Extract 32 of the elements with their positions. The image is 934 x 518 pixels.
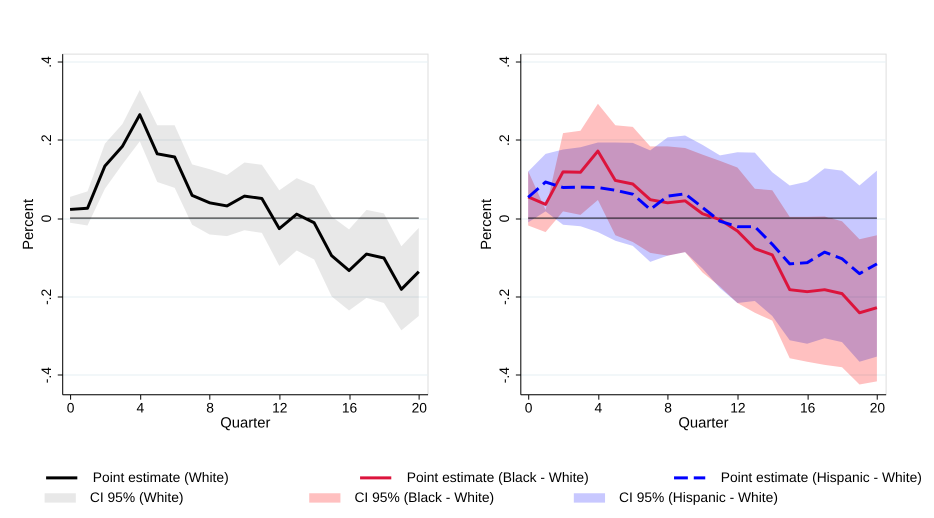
- legend-label: CI 95% (White): [90, 488, 184, 505]
- legend-label: Point estimate (Hispanic - White): [720, 468, 922, 485]
- y-tick-label: .4: [496, 56, 512, 68]
- y-tick-label: -.2: [496, 288, 512, 305]
- x-tick-label: 12: [272, 400, 288, 416]
- y-axis-title: Percent: [21, 198, 38, 250]
- legend-label: Point estimate (Black - White): [406, 468, 589, 485]
- x-tick-label: 20: [870, 400, 886, 416]
- y-tick-label: -.4: [38, 366, 54, 384]
- x-tick-label: 0: [66, 400, 75, 416]
- x-axis-title: Quarter: [678, 415, 729, 432]
- x-tick-label: 8: [664, 400, 672, 416]
- y-tick-label: 0: [496, 214, 512, 222]
- y-tick-label: -.2: [38, 288, 54, 305]
- legend-label: Point estimate (White): [92, 468, 229, 485]
- x-tick-label: 4: [136, 400, 144, 416]
- y-tick-label: 0: [38, 214, 54, 222]
- x-tick-label: 16: [342, 400, 358, 416]
- y-tick-label: .2: [496, 134, 512, 146]
- x-tick-label: 8: [206, 400, 214, 416]
- x-tick-label: 20: [412, 400, 428, 416]
- x-tick-label: 0: [524, 400, 533, 416]
- x-axis-title: Quarter: [220, 415, 270, 432]
- x-tick-label: 16: [800, 400, 816, 416]
- x-tick-label: 4: [594, 400, 603, 416]
- legend-label: CI 95% (Black - White): [354, 488, 494, 505]
- y-tick-label: .4: [38, 56, 54, 68]
- x-tick-label: 12: [730, 400, 746, 416]
- y-tick-label: -.4: [496, 366, 512, 384]
- legend-label: CI 95% (Hispanic - White): [619, 488, 778, 505]
- y-axis-title: Percent: [479, 198, 496, 250]
- y-tick-label: .2: [38, 134, 54, 146]
